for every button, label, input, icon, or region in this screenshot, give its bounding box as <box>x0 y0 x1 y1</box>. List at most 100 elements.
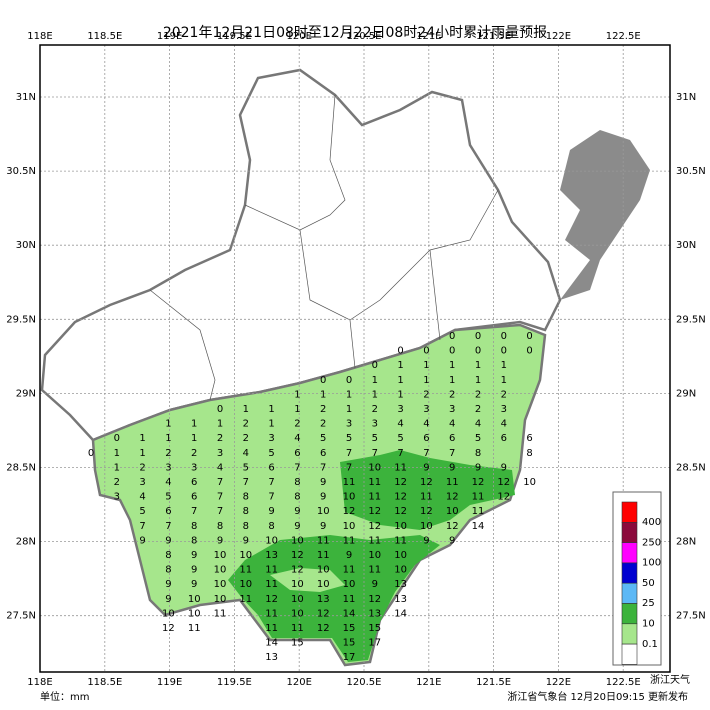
station-value: 0 <box>449 346 455 357</box>
station-value: 6 <box>294 448 300 459</box>
station-value: 10 <box>523 477 536 488</box>
station-value: 11 <box>368 535 381 546</box>
station-value: 11 <box>368 492 381 503</box>
station-value: 1 <box>475 375 481 386</box>
legend-swatch <box>621 501 638 523</box>
legend-swatch <box>621 603 638 625</box>
station-value: 8 <box>243 492 249 503</box>
station-value: 9 <box>501 462 507 473</box>
station-value: 1 <box>243 404 249 415</box>
station-value: 7 <box>268 477 274 488</box>
station-value: 5 <box>372 433 378 444</box>
station-value: 13 <box>317 594 330 605</box>
station-value: 12 <box>368 594 381 605</box>
station-value: 8 <box>243 506 249 517</box>
legend-label: 25 <box>642 598 655 609</box>
lat-tick-label: 29N <box>16 388 36 399</box>
station-value: 2 <box>501 389 507 400</box>
station-value: 2 <box>191 448 197 459</box>
station-value: 3 <box>268 433 274 444</box>
station-value: 2 <box>372 404 378 415</box>
station-value: 1 <box>346 404 352 415</box>
station-value: 14 <box>343 608 356 619</box>
lat-tick-label: 27.5N <box>676 611 706 622</box>
station-value: 12 <box>265 594 278 605</box>
station-value: 9 <box>191 579 197 590</box>
station-value: 5 <box>346 433 352 444</box>
lon-tick-label: 120.5E <box>347 31 382 42</box>
station-value: 11 <box>214 608 227 619</box>
station-value: 12 <box>162 623 175 634</box>
station-value: 12 <box>394 477 407 488</box>
station-value: 3 <box>372 419 378 430</box>
legend-swatch <box>621 582 638 604</box>
station-value: 2 <box>243 433 249 444</box>
legend-label: 400 <box>642 517 661 528</box>
lon-tick-label: 122E <box>546 31 571 42</box>
station-value: 8 <box>243 521 249 532</box>
station-value: 13 <box>394 579 407 590</box>
legend: 400 250 100 50 25 10 0.1 <box>612 491 662 666</box>
station-value: 2 <box>217 433 223 444</box>
station-value: 10 <box>394 565 407 576</box>
station-value: 1 <box>294 404 300 415</box>
station-value: 15 <box>343 623 356 634</box>
station-value: 11 <box>317 550 330 561</box>
station-value: 5 <box>397 433 403 444</box>
station-value: 7 <box>191 506 197 517</box>
lat-tick-label: 30.5N <box>6 166 36 177</box>
station-value: 3 <box>397 404 403 415</box>
station-value: 0 <box>501 346 507 357</box>
station-value: 4 <box>243 448 249 459</box>
lat-tick-label: 28.5N <box>6 463 36 474</box>
station-value: 4 <box>423 419 429 430</box>
station-value: 2 <box>114 477 120 488</box>
station-value: 11 <box>265 565 278 576</box>
legend-label: 100 <box>642 558 661 569</box>
station-value: 5 <box>320 433 326 444</box>
station-value: 10 <box>420 521 433 532</box>
lon-tick-label: 121.5E <box>476 677 511 688</box>
station-value: 7 <box>372 448 378 459</box>
station-value: 5 <box>475 433 481 444</box>
station-value: 4 <box>217 462 223 473</box>
station-value: 4 <box>475 419 481 430</box>
station-value: 8 <box>191 535 197 546</box>
station-value: 11 <box>317 535 330 546</box>
station-value: 12 <box>420 506 433 517</box>
station-value: 8 <box>191 521 197 532</box>
station-value: 0 <box>526 331 532 342</box>
station-value: 12 <box>368 521 381 532</box>
station-value: 2 <box>139 462 145 473</box>
station-value: 4 <box>294 433 300 444</box>
station-value: 14 <box>394 608 407 619</box>
station-value: 1 <box>294 389 300 400</box>
station-value: 11 <box>472 506 485 517</box>
station-value: 9 <box>449 462 455 473</box>
lon-tick-label: 119.5E <box>217 677 252 688</box>
station-value: 10 <box>343 521 356 532</box>
station-value: 0 <box>320 375 326 386</box>
station-value: 9 <box>346 550 352 561</box>
station-value: 4 <box>139 492 145 503</box>
islands <box>560 130 650 300</box>
station-value: 15 <box>343 638 356 649</box>
lat-tick-label: 28.5N <box>676 463 706 474</box>
station-value: 10 <box>317 565 330 576</box>
station-value: 9 <box>165 579 171 590</box>
station-value: 10 <box>188 594 201 605</box>
station-value: 9 <box>423 535 429 546</box>
lat-tick-label: 29.5N <box>6 314 36 325</box>
station-value: 0 <box>423 346 429 357</box>
lon-tick-label: 118E <box>27 31 52 42</box>
station-value: 2 <box>449 389 455 400</box>
station-value: 7 <box>217 477 223 488</box>
station-value: 6 <box>191 477 197 488</box>
legend-swatch <box>621 562 638 584</box>
station-value: 9 <box>191 565 197 576</box>
station-value: 10 <box>188 608 201 619</box>
lat-tick-label: 28N <box>16 537 36 548</box>
station-value: 10 <box>214 594 227 605</box>
station-value: 1 <box>346 389 352 400</box>
station-value: 10 <box>239 550 252 561</box>
